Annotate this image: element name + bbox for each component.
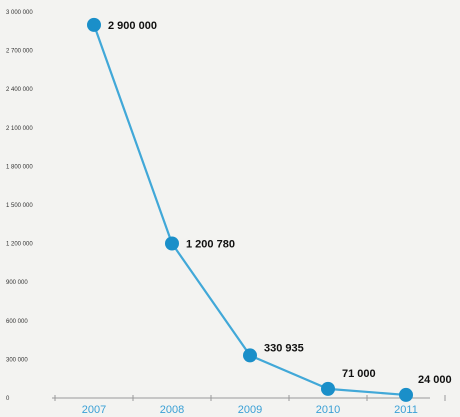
- x-tick-label: 2008: [160, 404, 184, 416]
- y-tick-label: 900 000: [6, 280, 28, 286]
- data-labels: 2 900 000 1 200 780 330 935 71 000 24 000: [108, 20, 452, 386]
- y-tick-label: 2 700 000: [6, 49, 33, 55]
- data-point: [321, 381, 335, 396]
- y-axis: 3 000 000 2 700 000 2 400 000 2 100 000 1 80…: [6, 10, 33, 402]
- data-point: [243, 348, 257, 363]
- data-label: 24 000: [418, 374, 452, 386]
- series-line: [87, 17, 413, 402]
- x-tick-label: 2010: [316, 404, 340, 416]
- y-tick-label: 1 800 000: [6, 164, 33, 170]
- x-tick-label: 2011: [394, 404, 418, 416]
- data-point: [399, 387, 413, 402]
- data-label: 1 200 780: [186, 238, 235, 250]
- data-label: 71 000: [342, 368, 376, 380]
- y-tick-label: 600 000: [6, 319, 28, 325]
- y-tick-label: 300 000: [6, 357, 28, 363]
- y-tick-label: 1 500 000: [6, 203, 33, 209]
- series-path: [92, 24, 407, 397]
- data-label: 2 900 000: [108, 20, 157, 32]
- data-point: [87, 17, 101, 32]
- x-axis: 2007 2008 2009 2010 2011: [52, 395, 446, 416]
- y-tick-label: 0: [6, 396, 10, 402]
- data-label: 330 935: [264, 342, 304, 354]
- y-tick-label: 2 100 000: [6, 126, 33, 132]
- y-tick-label: 3 000 000: [6, 10, 33, 16]
- y-tick-label: 1 200 000: [6, 242, 33, 248]
- x-tick-label: 2007: [82, 404, 106, 416]
- y-tick-label: 2 400 000: [6, 87, 33, 93]
- data-point: [165, 236, 179, 251]
- x-tick-label: 2009: [238, 404, 262, 416]
